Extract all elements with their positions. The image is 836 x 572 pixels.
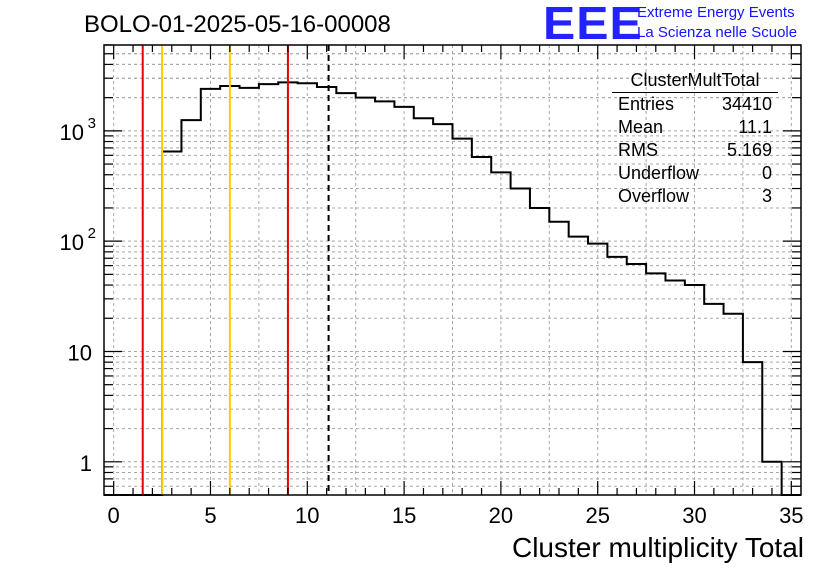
stats-value: 11.1 — [738, 117, 772, 137]
x-tick-label: 0 — [108, 503, 120, 528]
stats-row: Underflow 0 — [612, 162, 778, 185]
y-tick-label: 10 — [60, 230, 84, 255]
stats-label: Entries — [618, 94, 675, 114]
stats-title: ClusterMultTotal — [612, 70, 778, 93]
stats-value: 0 — [761, 163, 772, 183]
stats-row: RMS 5.169 — [612, 139, 778, 162]
stats-label: Overflow — [618, 186, 690, 206]
stats-value: 34410 — [721, 94, 772, 114]
stats-label: RMS — [618, 140, 658, 160]
eee-logo: EEE — [543, 0, 643, 49]
y-tick-label-exponent: 2 — [88, 225, 96, 242]
x-tick-label: 30 — [682, 503, 706, 528]
y-tick-label: 10 — [68, 340, 92, 365]
page-title: BOLO-01-2025-05-16-00008 — [84, 11, 391, 38]
stats-row: Mean 11.1 — [612, 116, 778, 139]
y-tick-label-exponent: 3 — [88, 115, 96, 132]
logo-text-line2: La Scienza nelle Scuole — [637, 24, 798, 41]
plot-frame — [103, 44, 802, 496]
x-tick-label: 5 — [204, 503, 216, 528]
stats-box: ClusterMultTotal Entries 34410 Mean 11.1… — [612, 70, 778, 208]
x-tick-label: 25 — [585, 503, 609, 528]
stats-value: 3 — [761, 186, 772, 206]
x-tick-label: 20 — [489, 503, 513, 528]
stats-value: 5.169 — [726, 140, 772, 160]
y-tick-label: 1 — [80, 451, 92, 476]
x-tick-label: 10 — [295, 503, 319, 528]
x-tick-label: 35 — [779, 503, 803, 528]
y-tick-label: 10 — [60, 120, 84, 145]
stats-row: Entries 34410 — [612, 93, 778, 116]
stats-label: Mean — [618, 117, 664, 137]
histogram-line — [104, 81, 801, 496]
logo-text-line1: Extreme Energy Events — [637, 4, 795, 21]
stats-row: Overflow 3 — [612, 185, 778, 208]
stats-label: Underflow — [618, 163, 700, 183]
x-tick-label: 15 — [392, 503, 416, 528]
x-axis-label: Cluster multiplicity Total — [511, 532, 804, 563]
